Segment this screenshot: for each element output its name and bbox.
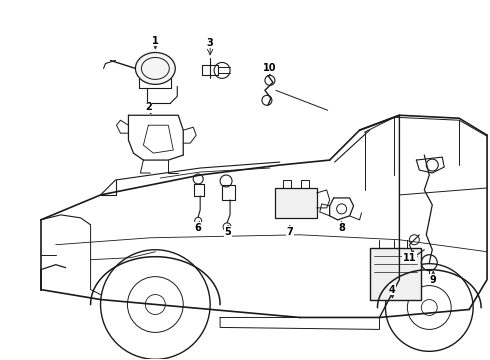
Text: 9: 9 <box>430 275 437 285</box>
Text: 6: 6 <box>195 223 201 233</box>
Text: 10: 10 <box>263 63 277 73</box>
Text: 8: 8 <box>338 223 345 233</box>
Ellipse shape <box>135 53 175 84</box>
Text: 11: 11 <box>403 253 416 263</box>
Text: 4: 4 <box>389 284 396 294</box>
Text: 5: 5 <box>225 227 231 237</box>
Text: 2: 2 <box>145 102 152 112</box>
Polygon shape <box>275 188 317 218</box>
Text: 1: 1 <box>152 36 159 46</box>
Polygon shape <box>369 248 421 300</box>
Text: 7: 7 <box>287 227 293 237</box>
Text: 3: 3 <box>207 37 214 48</box>
